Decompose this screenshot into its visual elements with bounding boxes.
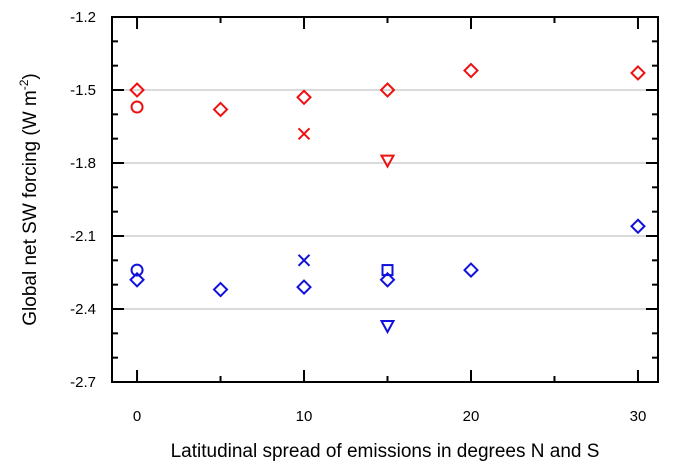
x-tick-label: 20 — [463, 408, 480, 425]
axis-ticks — [112, 16, 658, 383]
tick-labels: 0 10 20 30 -2.7 -2.4 -2.1 -1.8 -1.5 -1.2 — [70, 9, 646, 425]
red-diamond-point — [212, 101, 229, 118]
red-triangle-down-point — [379, 154, 396, 169]
red-diamond-point — [379, 82, 396, 98]
blue-diamond-point — [630, 218, 646, 235]
blue-diamond-point — [212, 281, 229, 298]
y-tick-label: -2.1 — [70, 228, 96, 245]
data-points — [129, 62, 646, 335]
y-tick-label: -1.5 — [70, 82, 96, 99]
y-axis-label-superscript: -2 — [17, 79, 31, 90]
y-tick-label: -2.4 — [70, 301, 96, 318]
blue-diamond-point — [379, 271, 396, 288]
red-diamond-point — [630, 65, 646, 81]
y-axis-label-close: ) — [20, 73, 41, 79]
blue-circle-point — [130, 263, 144, 277]
blue-diamond-point — [129, 271, 145, 288]
red-diamond-point — [296, 89, 312, 106]
red-diamond-point — [463, 62, 479, 79]
x-tick-label: 0 — [133, 408, 141, 425]
y-tick-label: -2.7 — [70, 374, 96, 391]
blue-x-point — [297, 254, 311, 267]
y-axis-label-main: Global net SW forcing (W m — [20, 90, 41, 325]
plot-frame — [111, 16, 659, 383]
y-tick-label: -1.8 — [70, 155, 96, 172]
red-x-point — [297, 127, 311, 141]
x-axis-label: Latitudinal spread of emissions in degre… — [171, 441, 600, 462]
blue-diamond-point — [296, 279, 312, 296]
red-diamond-point — [129, 82, 145, 98]
x-tick-label: 30 — [630, 408, 647, 425]
blue-triangle-down-point — [379, 320, 396, 335]
x-tick-label: 10 — [296, 408, 313, 425]
y-axis-label: Global net SW forcing (W m-2) — [17, 73, 41, 325]
blue-diamond-point — [463, 262, 479, 278]
y-tick-label: -1.2 — [70, 9, 96, 26]
blue-square-point — [381, 264, 394, 277]
red-circle-point — [130, 100, 144, 114]
